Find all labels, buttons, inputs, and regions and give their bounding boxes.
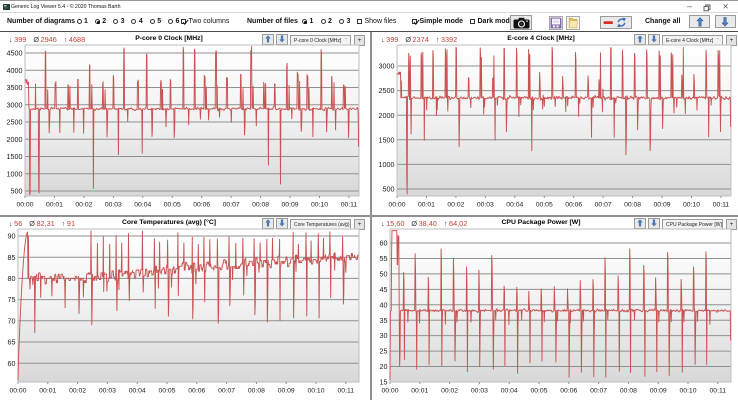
svg-text:1500: 1500 — [7, 152, 23, 161]
svg-text:00:03: 00:03 — [471, 388, 488, 395]
svg-text:3000: 3000 — [7, 100, 23, 109]
svg-text:00:09: 00:09 — [278, 388, 295, 395]
svg-text:00:07: 00:07 — [595, 202, 612, 209]
svg-text:4500: 4500 — [7, 49, 23, 58]
svg-text:65: 65 — [8, 338, 16, 347]
svg-text:30: 30 — [380, 331, 388, 340]
svg-text:00:08: 00:08 — [252, 202, 269, 209]
svg-text:2500: 2500 — [379, 86, 395, 95]
svg-text:60: 60 — [380, 239, 388, 248]
svg-text:00:02: 00:02 — [441, 388, 458, 395]
svg-text:00:03: 00:03 — [477, 202, 494, 209]
svg-text:00:02: 00:02 — [75, 202, 92, 209]
svg-text:00:08: 00:08 — [624, 202, 641, 209]
svg-text:3000: 3000 — [379, 62, 395, 71]
svg-text:00:00: 00:00 — [9, 388, 26, 395]
svg-text:00:11: 00:11 — [710, 388, 727, 395]
svg-text:00:08: 00:08 — [620, 388, 637, 395]
svg-text:00:04: 00:04 — [129, 388, 146, 395]
svg-text:00:06: 00:06 — [188, 388, 205, 395]
svg-text:00:04: 00:04 — [501, 388, 518, 395]
svg-text:00:01: 00:01 — [411, 388, 428, 395]
svg-text:2000: 2000 — [7, 135, 23, 144]
svg-text:00:09: 00:09 — [650, 388, 667, 395]
svg-text:00:10: 00:10 — [311, 202, 328, 209]
svg-text:2000: 2000 — [379, 111, 395, 120]
svg-text:00:10: 00:10 — [679, 388, 696, 395]
svg-text:00:01: 00:01 — [39, 388, 56, 395]
svg-text:500: 500 — [11, 187, 23, 196]
svg-text:85: 85 — [8, 253, 16, 262]
svg-text:45: 45 — [380, 285, 388, 294]
svg-text:70: 70 — [8, 316, 16, 325]
svg-text:00:03: 00:03 — [105, 202, 122, 209]
svg-text:00:07: 00:07 — [223, 202, 240, 209]
svg-text:1000: 1000 — [7, 169, 23, 178]
svg-text:90: 90 — [8, 232, 16, 241]
svg-text:00:05: 00:05 — [536, 202, 553, 209]
svg-text:20: 20 — [380, 362, 388, 371]
svg-text:00:04: 00:04 — [134, 202, 151, 209]
svg-text:00:00: 00:00 — [381, 388, 398, 395]
svg-text:00:10: 00:10 — [683, 202, 700, 209]
svg-text:3500: 3500 — [7, 83, 23, 92]
svg-text:00:07: 00:07 — [590, 388, 607, 395]
svg-text:00:06: 00:06 — [193, 202, 210, 209]
svg-text:00:11: 00:11 — [338, 388, 355, 395]
svg-text:1500: 1500 — [379, 135, 395, 144]
svg-text:00:07: 00:07 — [218, 388, 235, 395]
svg-text:00:06: 00:06 — [560, 388, 577, 395]
svg-text:15: 15 — [380, 378, 388, 387]
svg-text:50: 50 — [380, 269, 388, 278]
svg-text:00:03: 00:03 — [99, 388, 116, 395]
svg-text:00:00: 00:00 — [16, 202, 33, 209]
svg-text:40: 40 — [380, 300, 388, 309]
svg-text:25: 25 — [380, 347, 388, 356]
svg-text:500: 500 — [383, 185, 395, 194]
svg-text:00:06: 00:06 — [565, 202, 582, 209]
svg-text:80: 80 — [8, 274, 16, 283]
svg-text:1000: 1000 — [379, 160, 395, 169]
svg-text:00:01: 00:01 — [46, 202, 63, 209]
svg-text:00:04: 00:04 — [506, 202, 523, 209]
svg-text:00:05: 00:05 — [158, 388, 175, 395]
svg-text:00:11: 00:11 — [713, 202, 730, 209]
svg-text:35: 35 — [380, 316, 388, 325]
svg-text:00:02: 00:02 — [447, 202, 464, 209]
svg-text:00:08: 00:08 — [248, 388, 265, 395]
svg-text:75: 75 — [8, 295, 16, 304]
svg-text:00:00: 00:00 — [388, 202, 405, 209]
svg-text:00:05: 00:05 — [530, 388, 547, 395]
svg-text:00:01: 00:01 — [418, 202, 435, 209]
svg-text:00:02: 00:02 — [69, 388, 86, 395]
svg-text:55: 55 — [380, 254, 388, 263]
svg-text:00:10: 00:10 — [307, 388, 324, 395]
svg-text:60: 60 — [8, 359, 16, 368]
svg-text:00:09: 00:09 — [654, 202, 671, 209]
svg-text:00:09: 00:09 — [282, 202, 299, 209]
svg-text:4000: 4000 — [7, 66, 23, 75]
svg-text:2500: 2500 — [7, 118, 23, 127]
svg-text:00:11: 00:11 — [341, 202, 358, 209]
svg-text:00:05: 00:05 — [164, 202, 181, 209]
